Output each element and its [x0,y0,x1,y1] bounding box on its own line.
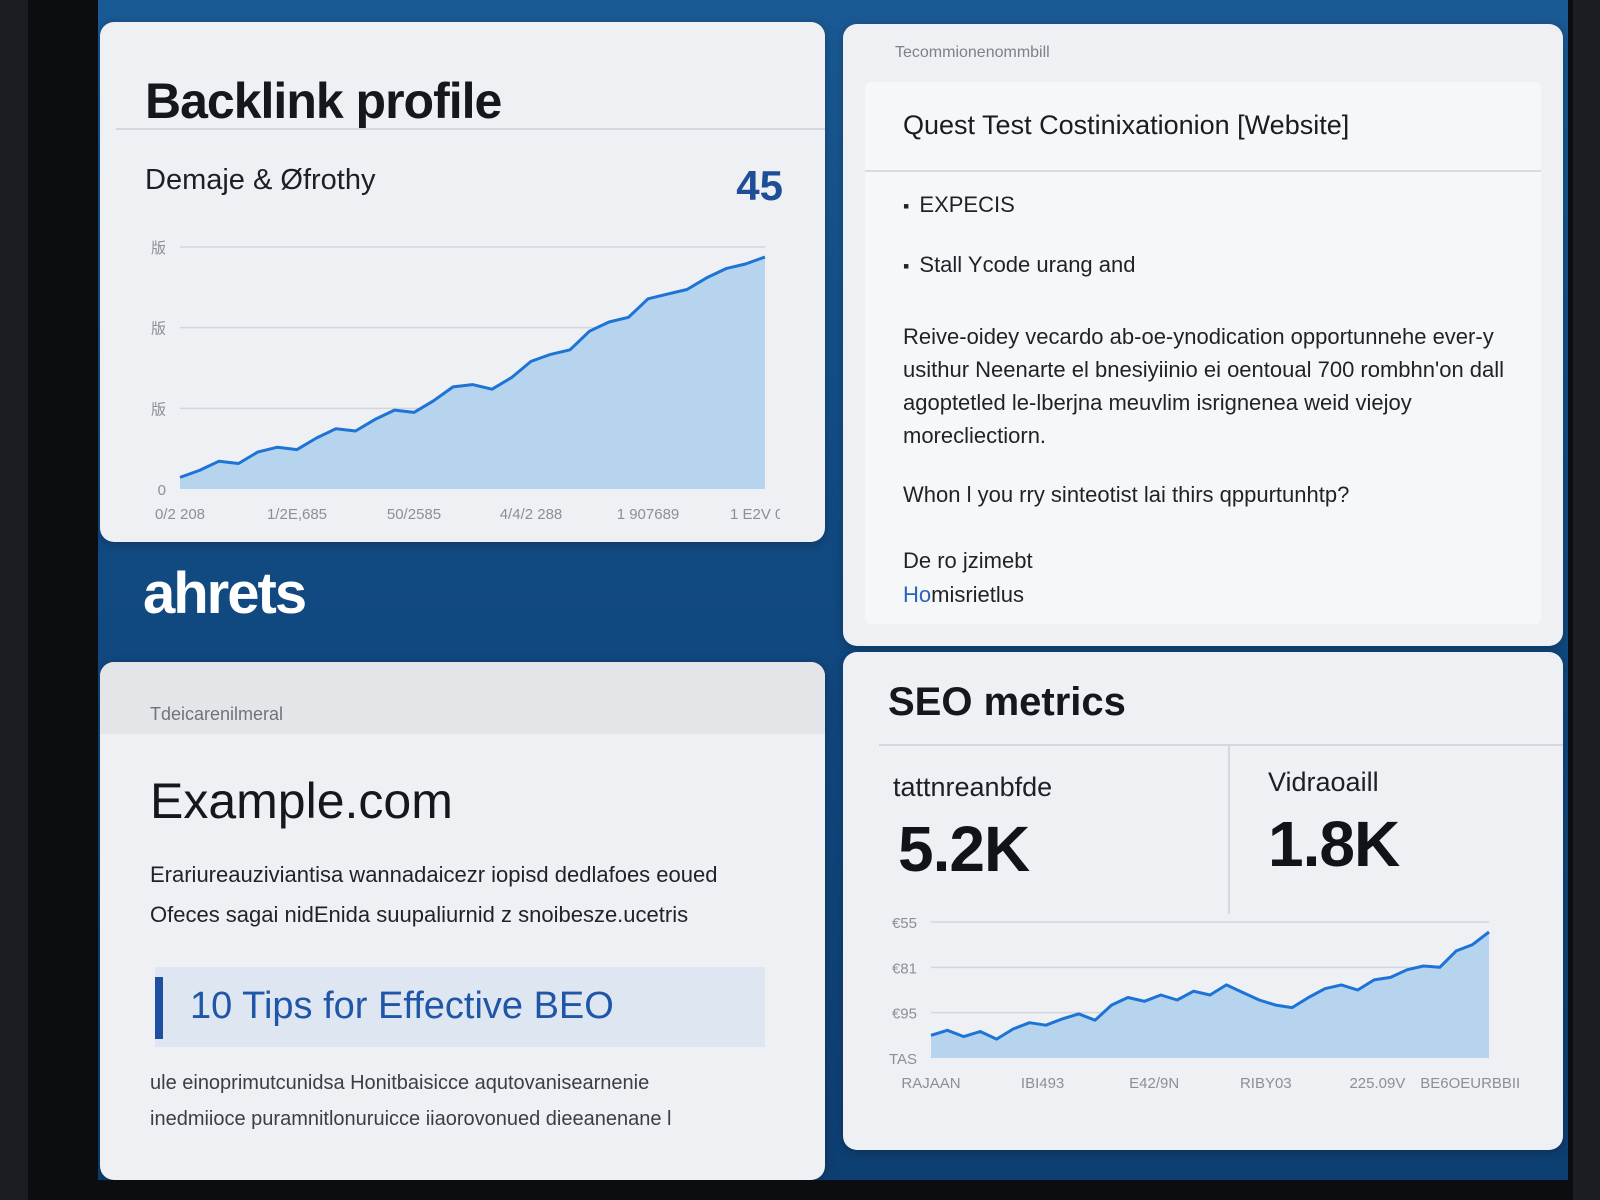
signature-rest: misrietlus [931,582,1025,607]
x-tick-label: E42/9N [1129,1075,1179,1092]
metric-value: 45 [736,162,783,209]
email-body: Quest Test Costinixationion [Website] EX… [865,82,1541,624]
x-tick-label: RAJAAN [901,1075,960,1092]
card-title: Backlink profile [145,73,502,129]
backlink-profile-card: Backlink profile Demaje & Øfrothy 45 版版版… [100,22,825,542]
x-tick-label: 0/2 208 [155,506,205,523]
metric-value: 5.2K [898,813,1030,885]
highlight-bar [155,977,163,1039]
x-tick-label: 225.09V [1349,1075,1405,1092]
series-line [179,255,766,479]
card-tag: Tdeicarenilmeral [150,704,284,724]
x-tick-label: 1 907689 [617,506,680,523]
email-question: Whon l you rry sinteotist lai thirs qppu… [903,482,1350,507]
divider [116,128,825,130]
email-signoff: De ro jzimebt [903,548,1033,573]
card-title: SEO metrics [888,680,1126,724]
x-tick-label: 1 E2V 033 [730,506,780,523]
seo-chart: €55 €81 €95 TAS RAJAAN IBI493 E42/9N RIBY03 225.… [889,915,1519,1092]
y-tick-label: €95 [892,1006,917,1023]
x-tick-label: IBI493 [1021,1075,1064,1092]
card-header [100,662,825,734]
metric-label: Demaje & Øfrothy [145,164,376,196]
divider [865,170,1541,172]
email-paragraph: Reive-oidey vecardo ab-oe-ynodication op… [903,324,1505,448]
card-tag: Tecommionenommbill [895,44,1050,61]
footer-line: ule einoprimutcunidsa Honitbaisicce aqut… [150,1072,650,1094]
bullet-item: Stall Ycode urang and [903,252,1135,278]
screen: Backlink profile Demaje & Øfrothy 45 版版版… [98,0,1568,1180]
y-tick-label: 0 [158,482,166,499]
metric-value: 1.8K [1268,808,1400,880]
divider [879,744,1563,746]
description-line: Erariureauziviantisa wannadaicezr iopisd… [150,862,718,887]
y-tick-label: 版 [151,401,166,418]
metric-label: Vidraoaill [1268,767,1379,797]
series-area [180,257,765,489]
signature-accent: Ho [903,582,932,607]
bullet-item: EXPECIS [903,192,1014,218]
metric-label: tattnreanbfde [893,772,1053,802]
x-tick-label: 50/2585 [387,506,441,523]
x-tick-label: 4/4/2 288 [500,506,563,523]
article-card: Tdeicarenilmeral Example.com Erariureauz… [100,662,825,1180]
y-tick-label: 版 [151,321,166,338]
series-line [930,930,1490,1041]
article-highlight[interactable]: 10 Tips for Effective BEO [155,967,765,1047]
article-headline[interactable]: 10 Tips for Effective BEO [190,985,614,1027]
divider [1228,744,1230,914]
brand-logo: ahrets [143,561,307,626]
monitor-bezel: Backlink profile Demaje & Øfrothy 45 版版版… [28,0,1573,1200]
y-tick-label: €81 [892,960,917,977]
seo-metrics-card: SEO metrics tattnreanbfde 5.2K Vidraoail… [843,652,1563,1150]
email-card: Tecommionenommbill Quest Test Costinixat… [843,24,1563,646]
email-signature: Homisrietlus [903,582,1024,608]
email-subject: Quest Test Costinixationion [Website] [903,110,1350,140]
y-tick-label: TAS [889,1051,917,1068]
description-line: Ofeces sagai nidEnida suupaliurnid z sno… [150,902,689,927]
y-tick-label: €55 [892,915,917,932]
x-tick-label: RIBY03 [1240,1075,1292,1092]
x-tick-label: 1/2E,685 [267,506,327,523]
footer-line: inedmiioce puramnitlonuruicce iiaorovonu… [150,1108,672,1130]
domain-title[interactable]: Example.com [150,773,453,829]
y-tick-label: 版 [151,240,166,257]
x-tick-label: BE6OEURBBIKKDD [1420,1075,1519,1092]
